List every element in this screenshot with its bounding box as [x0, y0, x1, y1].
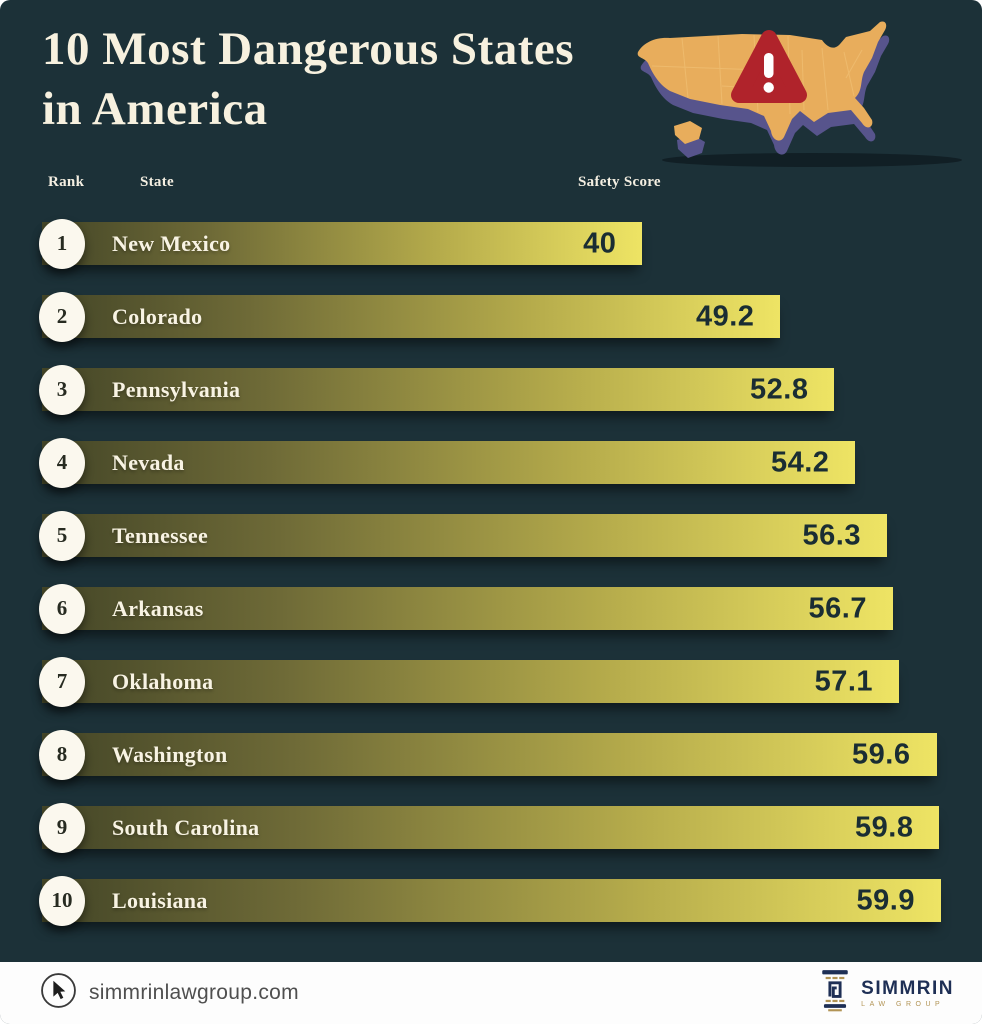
- chart-row: Tennessee 56.3 5: [39, 510, 941, 561]
- chart-row: Washington 59.6 8: [39, 729, 941, 780]
- pillar-icon: [818, 969, 852, 1017]
- rank-badge: 4: [39, 437, 85, 488]
- usa-map-3d-graphic: [637, 21, 962, 167]
- score-value: 59.9: [856, 884, 915, 916]
- usa-map-illustration: [622, 10, 978, 170]
- warning-triangle-icon: [731, 30, 807, 103]
- rank-badge: 5: [39, 510, 85, 561]
- state-label: Arkansas: [112, 595, 204, 621]
- score-bar: Tennessee 56.3: [42, 514, 887, 557]
- chart-row: Arkansas 56.7 6: [39, 583, 941, 634]
- column-header-state: State: [140, 174, 174, 190]
- score-bar: Arkansas 56.7: [42, 587, 893, 630]
- chart-row: Louisiana 59.9 10: [39, 875, 941, 926]
- score-bar: Washington 59.6: [42, 733, 937, 776]
- score-bar: New Mexico 40: [42, 222, 643, 265]
- column-header-rank: Rank: [48, 174, 85, 190]
- rank-badge: 9: [39, 802, 85, 853]
- rank-badge: 1: [39, 218, 85, 269]
- state-label: Tennessee: [112, 522, 209, 548]
- score-bar: Nevada 54.2: [42, 441, 856, 484]
- footer-bar: simmrinlawgroup.com SIMMRIN: [0, 962, 982, 1024]
- column-header-score: Safety Score: [578, 174, 661, 190]
- chart-row: Colorado 49.2 2: [39, 291, 941, 342]
- chart-row: New Mexico 40 1: [39, 218, 941, 269]
- state-label: Pennsylvania: [112, 376, 241, 402]
- score-value: 49.2: [695, 300, 755, 332]
- score-value: 56.3: [802, 519, 861, 551]
- cursor-icon: [40, 972, 77, 1015]
- score-value: 57.1: [814, 665, 874, 697]
- page-title: 10 Most Dangerous States in America: [42, 20, 574, 139]
- score-bar: Louisiana 59.9: [42, 879, 941, 922]
- score-value: 59.8: [855, 811, 914, 843]
- score-bar: Colorado 49.2: [42, 295, 781, 338]
- rank-badge: 7: [39, 656, 85, 707]
- state-label: Louisiana: [112, 887, 208, 913]
- chart-row: Nevada 54.2 4: [39, 437, 941, 488]
- rank-badge: 10: [39, 875, 85, 926]
- website-url: simmrinlawgroup.com: [89, 981, 299, 1004]
- state-label: New Mexico: [112, 230, 231, 256]
- chart-row: South Carolina 59.8 9: [39, 802, 941, 853]
- score-value: 52.8: [750, 373, 809, 405]
- rank-badge: 2: [39, 291, 85, 342]
- chart-row: Oklahoma 57.1 7: [39, 656, 941, 707]
- score-value: 59.6: [852, 738, 911, 770]
- score-value: 54.2: [770, 446, 830, 478]
- column-headers: Rank State Safety Score: [0, 174, 982, 192]
- score-bar: Oklahoma 57.1: [42, 660, 900, 703]
- brand-logo: SIMMRIN LAW GROUP: [818, 969, 954, 1017]
- bar-chart: New Mexico 40 1 Colorado 49.2 2 Pennsylvania 52…: [39, 218, 941, 952]
- state-label: South Carolina: [112, 814, 260, 840]
- title-line-2: in America: [42, 82, 268, 135]
- score-bar: Pennsylvania 52.8: [42, 368, 835, 411]
- chart-row: Pennsylvania 52.8 3: [39, 364, 941, 415]
- state-label: Oklahoma: [112, 668, 214, 694]
- website-link[interactable]: simmrinlawgroup.com: [40, 972, 299, 1015]
- score-bar: South Carolina 59.8: [42, 806, 940, 849]
- rank-badge: 8: [39, 729, 85, 780]
- rank-badge: 3: [39, 364, 85, 415]
- state-label: Nevada: [112, 449, 185, 475]
- score-value: 40: [583, 227, 617, 259]
- rank-badge: 6: [39, 583, 85, 634]
- brand-name: SIMMRIN: [861, 977, 954, 999]
- title-line-1: 10 Most Dangerous States: [42, 23, 575, 75]
- state-label: Colorado: [112, 303, 203, 329]
- state-label: Washington: [112, 741, 228, 767]
- score-value: 56.7: [808, 592, 867, 624]
- brand-subtitle: LAW GROUP: [861, 1000, 945, 1008]
